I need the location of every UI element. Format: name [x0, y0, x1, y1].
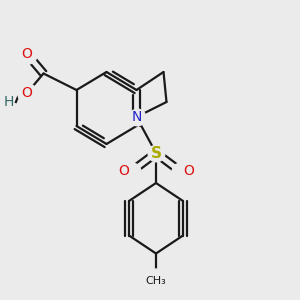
Text: O: O [118, 164, 129, 178]
Text: H: H [3, 95, 14, 109]
Text: CH₃: CH₃ [146, 275, 167, 286]
Text: O: O [22, 86, 32, 100]
Text: O: O [22, 47, 32, 61]
Text: N: N [131, 110, 142, 124]
Text: S: S [151, 146, 161, 160]
Text: O: O [183, 164, 194, 178]
